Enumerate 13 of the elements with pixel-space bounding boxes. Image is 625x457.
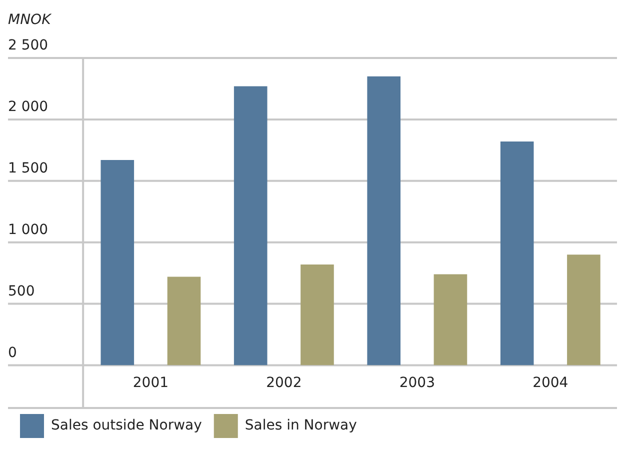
- legend-label: Sales in Norway: [244, 418, 357, 434]
- y-axis-title: MNOK: [8, 12, 51, 28]
- x-tick-label: 2003: [399, 375, 435, 392]
- y-tick-label: 1 000: [8, 222, 48, 238]
- legend-label: Sales outside Norway: [51, 418, 202, 434]
- x-tick-label: 2004: [532, 375, 568, 392]
- y-tick-label: 2 000: [8, 99, 48, 116]
- y-tick-label: 1 500: [8, 160, 48, 177]
- x-tick-label: 2001: [132, 375, 169, 392]
- y-tick-label: 2 500: [8, 38, 48, 54]
- y-tick-label: 0: [8, 344, 17, 361]
- x-tick-label: 2002: [266, 375, 302, 392]
- y-tick-label: 500: [8, 283, 35, 300]
